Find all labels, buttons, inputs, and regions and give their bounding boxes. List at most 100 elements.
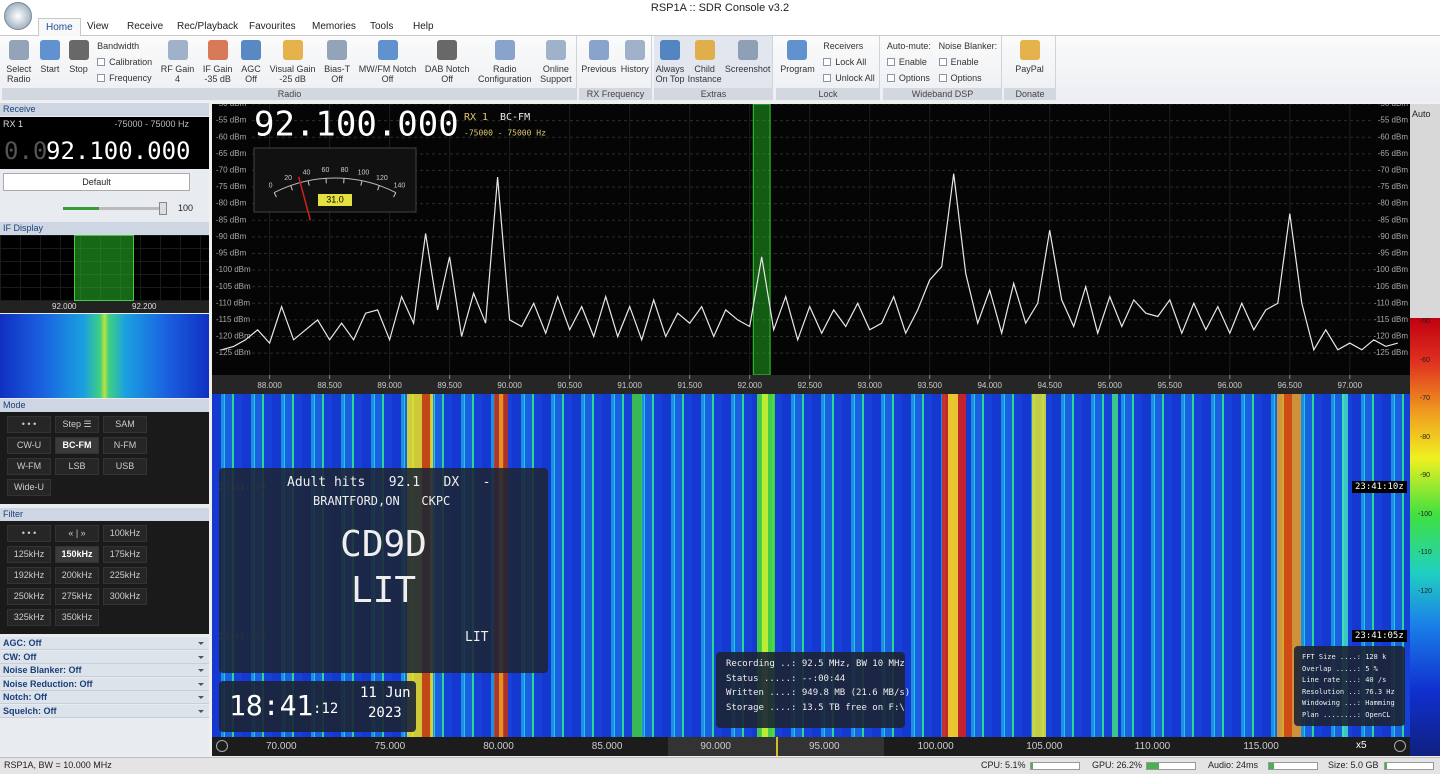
menu-tab[interactable]: Memories xyxy=(312,21,356,32)
ribbon-button[interactable]: PayPal xyxy=(1015,38,1044,74)
ribbon-button[interactable]: IF Gain -35 dB xyxy=(203,38,232,84)
ribbon-text: Receivers xyxy=(823,41,864,51)
status-item: RSP1A, BW = 10.000 MHz xyxy=(4,760,112,770)
ribbon-button[interactable]: Child Instance xyxy=(688,38,722,84)
ribbon-button[interactable]: Screenshot xyxy=(725,38,770,74)
ribbon-text: Enable xyxy=(938,54,979,70)
setting-row[interactable]: Squelch: Off xyxy=(0,704,209,718)
ribbon-icon xyxy=(624,40,645,60)
ribbon-button[interactable]: Auto-mute: Enable Options xyxy=(886,38,931,86)
y-tick-label-right: -100 dBm xyxy=(1373,265,1408,274)
scroll-left[interactable] xyxy=(216,740,228,752)
menu-tab[interactable]: Home xyxy=(38,18,81,36)
ribbon-button[interactable]: Bandwidth Calibration Frequency xyxy=(97,38,152,86)
menu-tab[interactable]: View xyxy=(87,21,109,32)
ribbon-text: Off xyxy=(381,74,394,84)
preset-dropdown[interactable]: Default xyxy=(3,173,190,191)
menu-tab[interactable]: Rec/Playback xyxy=(177,21,239,32)
option-button[interactable]: W-FM xyxy=(7,458,51,475)
ribbon-button[interactable]: MW/FM Notch Off xyxy=(359,38,416,84)
ribbon-button[interactable]: Previous xyxy=(581,38,616,74)
option-button[interactable]: USB xyxy=(103,458,147,475)
option-button[interactable]: Step ☰ xyxy=(55,416,99,433)
menu-tab[interactable]: Receive xyxy=(127,21,164,32)
volume-knob[interactable] xyxy=(159,202,167,215)
menu-tab[interactable]: Tools xyxy=(370,21,394,32)
option-button[interactable]: N-FM xyxy=(103,437,147,454)
option-button[interactable]: 225kHz xyxy=(103,567,147,584)
ribbon-button[interactable]: Stop xyxy=(68,38,89,74)
ribbon-group-label: Extras xyxy=(654,88,773,100)
x-tick-label: 97.000 xyxy=(1338,381,1363,390)
setting-row[interactable]: Noise Reduction: Off xyxy=(0,677,209,691)
app-button[interactable] xyxy=(4,2,32,30)
option-button[interactable]: 125kHz xyxy=(7,546,51,563)
ribbon-group: Radio Select Radio Start Stop Bandwidth Calibr… xyxy=(2,36,577,100)
option-button[interactable]: LSB xyxy=(55,458,99,475)
option-button[interactable]: 192kHz xyxy=(7,567,51,584)
option-button[interactable]: 100kHz xyxy=(103,525,147,542)
option-button[interactable]: • • • xyxy=(7,525,51,542)
zoom-label[interactable]: x5 xyxy=(1356,740,1367,751)
ribbon-text: Always xyxy=(655,64,685,74)
ribbon-small-icon xyxy=(886,58,895,66)
ribbon-button[interactable]: Always On Top xyxy=(655,38,685,84)
option-button[interactable]: 350kHz xyxy=(55,609,99,626)
status-meter xyxy=(1268,762,1318,770)
setting-row[interactable]: AGC: Off xyxy=(0,637,209,650)
auto-button[interactable]: Auto xyxy=(1412,109,1431,119)
fft-panel: FFT Size ....: 128 k Overlap .....: 5 % Li… xyxy=(1294,646,1405,726)
option-button[interactable]: Wide-U xyxy=(7,479,51,496)
option-button[interactable]: 150kHz xyxy=(55,546,99,563)
if-waterfall xyxy=(0,314,209,398)
scroll-right[interactable] xyxy=(1394,740,1406,752)
ribbon-button[interactable]: AGC Off xyxy=(241,38,262,84)
y-tick-label: -75 dBm xyxy=(216,182,247,191)
spectrum-trace xyxy=(221,173,1398,352)
option-button[interactable]: BC-FM xyxy=(55,437,99,454)
ribbon-button[interactable]: Select Radio xyxy=(6,38,31,84)
y-tick-label: -80 dBm xyxy=(216,199,247,208)
ribbon-button[interactable]: Visual Gain -25 dB xyxy=(270,38,316,84)
recording-panel: Recording ..: 92.5 MHz, BW 10 MHz Status … xyxy=(716,652,910,728)
ribbon-group: RX Frequency Previous History xyxy=(579,36,652,100)
ribbon-button[interactable]: Radio Configuration xyxy=(478,38,532,84)
option-button[interactable]: 200kHz xyxy=(55,567,99,584)
ribbon-button[interactable]: Receivers Lock All Unlock All xyxy=(823,38,875,86)
ribbon-button[interactable]: Program xyxy=(780,38,815,74)
ribbon-text: Child xyxy=(694,64,715,74)
option-button[interactable]: • • • xyxy=(7,416,51,433)
option-button[interactable]: CW-U xyxy=(7,437,51,454)
option-button[interactable]: 175kHz xyxy=(103,546,147,563)
menu-tab[interactable]: Help xyxy=(413,21,434,32)
setting-row[interactable]: Notch: Off xyxy=(0,691,209,704)
option-button[interactable]: SAM xyxy=(103,416,147,433)
ribbon-button[interactable]: Online Support xyxy=(540,38,572,84)
color-scale-label: -110 xyxy=(1418,549,1432,556)
option-button[interactable]: 275kHz xyxy=(55,588,99,605)
option-button[interactable]: « | » xyxy=(55,525,99,542)
clock-date: 11 Jun xyxy=(360,685,411,701)
ribbon-text: Options xyxy=(938,70,982,86)
setting-row[interactable]: Noise Blanker: Off xyxy=(0,664,209,677)
frequency: 92.100.000 xyxy=(46,137,191,165)
ribbon-text: Calibration xyxy=(97,54,152,70)
x-tick-label: 96.500 xyxy=(1278,381,1303,390)
waterfall-stripe xyxy=(1112,394,1118,737)
ribbon-button[interactable]: Start xyxy=(39,38,60,74)
ribbon-button[interactable]: History xyxy=(621,38,649,74)
ribbon-button[interactable]: RF Gain 4 xyxy=(161,38,194,84)
ribbon-text: Off xyxy=(331,74,344,84)
ribbon-button[interactable]: DAB Notch Off xyxy=(425,38,469,84)
ribbon-button[interactable]: Bias-T Off xyxy=(324,38,350,84)
meter-tick xyxy=(377,185,380,191)
ribbon-button[interactable]: Noise Blanker: Enable Options xyxy=(938,38,997,86)
menu-tab[interactable]: Favourites xyxy=(249,21,296,32)
option-button[interactable]: 325kHz xyxy=(7,609,51,626)
ribbon-group-label: Lock xyxy=(776,88,880,100)
option-button[interactable]: 300kHz xyxy=(103,588,147,605)
setting-row[interactable]: CW: Off xyxy=(0,650,209,664)
meter-value: 31.0 xyxy=(326,194,344,204)
option-button[interactable]: 250kHz xyxy=(7,588,51,605)
color-scale-label: -90 xyxy=(1419,472,1431,479)
